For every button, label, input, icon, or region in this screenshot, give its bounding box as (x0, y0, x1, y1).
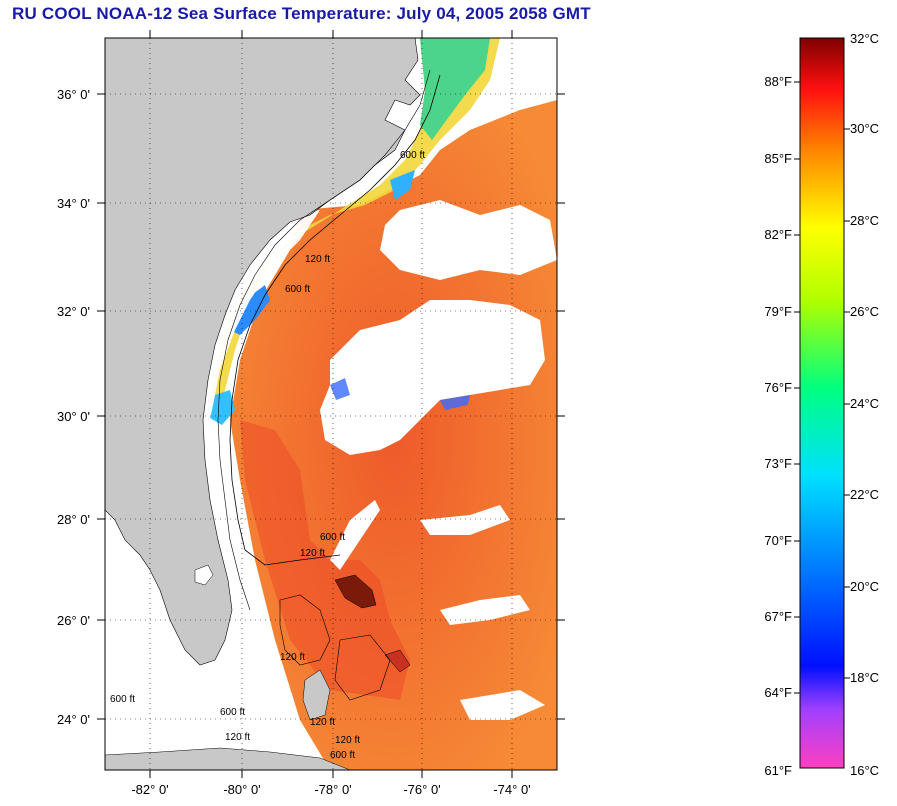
celsius-label-22: 22°C (850, 487, 879, 502)
contour-label-12: 120 ft (335, 735, 360, 746)
contour-label-7: 600 ft (220, 707, 245, 718)
cool-water-patch-3 (390, 170, 415, 200)
contour-label-9: 600 ft (110, 694, 135, 705)
cloud-strip-4 (460, 690, 545, 720)
cloud-strip-2 (420, 505, 510, 535)
graticule (105, 38, 557, 770)
contour-label-1: 600 ft (400, 150, 425, 161)
map-title: RU COOL NOAA-12 Sea Surface Temperature:… (12, 4, 591, 23)
lon-label-80: -80° 0' (223, 782, 260, 797)
cloud-mass-central (320, 300, 545, 455)
lat-label-24: 24° 0' (57, 712, 90, 727)
fahrenheit-label-73: 73°F (764, 456, 792, 471)
colorbar-celsius-ticks (844, 128, 850, 679)
fahrenheit-label-70: 70°F (764, 533, 792, 548)
cloud-strip-3 (440, 595, 530, 625)
gulf-stream-core (240, 420, 410, 700)
celsius-label-26: 26°C (850, 304, 879, 319)
land-bahamas-abaco (334, 574, 377, 609)
bathymetry-contour-120ft (217, 69, 431, 611)
bathymetry-contour-600ft (229, 74, 441, 566)
map-frame (104, 37, 558, 771)
land-bahamas-eleuthera (384, 649, 411, 673)
land-bahamas-andros (302, 669, 331, 721)
lon-label-76: -76° 0' (403, 782, 440, 797)
celsius-label-28: 28°C (850, 213, 879, 228)
lat-label-34: 34° 0' (57, 196, 90, 211)
cool-water-patch-2 (210, 390, 235, 425)
fahrenheit-label-76: 76°F (764, 380, 792, 395)
contour-label-8: 120 ft (225, 732, 250, 743)
frame-ticks (97, 30, 565, 778)
colorbar-fahrenheit-ticks (794, 81, 800, 694)
fahrenheit-label-88: 88°F (764, 74, 792, 89)
cloud-strip-1 (330, 500, 380, 570)
celsius-label-16: 16°C (850, 763, 879, 778)
fahrenheit-label-85: 85°F (764, 151, 792, 166)
lat-label-26: 26° 0' (57, 613, 90, 628)
contour-label-6: 120 ft (280, 652, 305, 663)
fahrenheit-label-82: 82°F (764, 227, 792, 242)
lat-label-30: 30° 0' (57, 409, 90, 424)
celsius-label-18: 18°C (850, 670, 879, 685)
contour-label-4: 120 ft (300, 548, 325, 559)
contour-label-3: 600 ft (285, 284, 310, 295)
lake-okeechobee (194, 564, 214, 586)
contour-label-2: 120 ft (305, 254, 330, 265)
lon-label-74: -74° 0' (493, 782, 530, 797)
lat-label-28: 28° 0' (57, 512, 90, 527)
land-cuba (105, 747, 351, 770)
map-area: 600 ft 120 ft 600 ft 120 ft 600 ft 120 f… (105, 38, 557, 770)
contour-label-11: 600 ft (330, 750, 355, 761)
celsius-label-20: 20°C (850, 579, 879, 594)
bathymetry-contour-bahamas (279, 594, 391, 701)
cloud-edge-band (330, 378, 470, 410)
land-us-east-coast (105, 38, 421, 666)
contour-label-5: 600 ft (320, 532, 345, 543)
lon-label-78: -78° 0' (314, 782, 351, 797)
contour-label-10: 120 ft (310, 717, 335, 728)
fahrenheit-label-67: 67°F (764, 609, 792, 624)
fahrenheit-label-64: 64°F (764, 685, 792, 700)
cloud-mass-north (380, 200, 557, 280)
celsius-label-32: 32°C (850, 31, 879, 46)
cool-water-patch (230, 285, 270, 335)
celsius-label-30: 30°C (850, 121, 879, 136)
colorbar (799, 37, 845, 769)
lon-label-82: -82° 0' (131, 782, 168, 797)
cool-water-north (420, 38, 490, 140)
celsius-label-24: 24°C (850, 396, 879, 411)
lat-label-32: 32° 0' (57, 304, 90, 319)
lat-label-36: 36° 0' (57, 87, 90, 102)
fahrenheit-label-61: 61°F (764, 763, 792, 778)
fahrenheit-label-79: 79°F (764, 304, 792, 319)
